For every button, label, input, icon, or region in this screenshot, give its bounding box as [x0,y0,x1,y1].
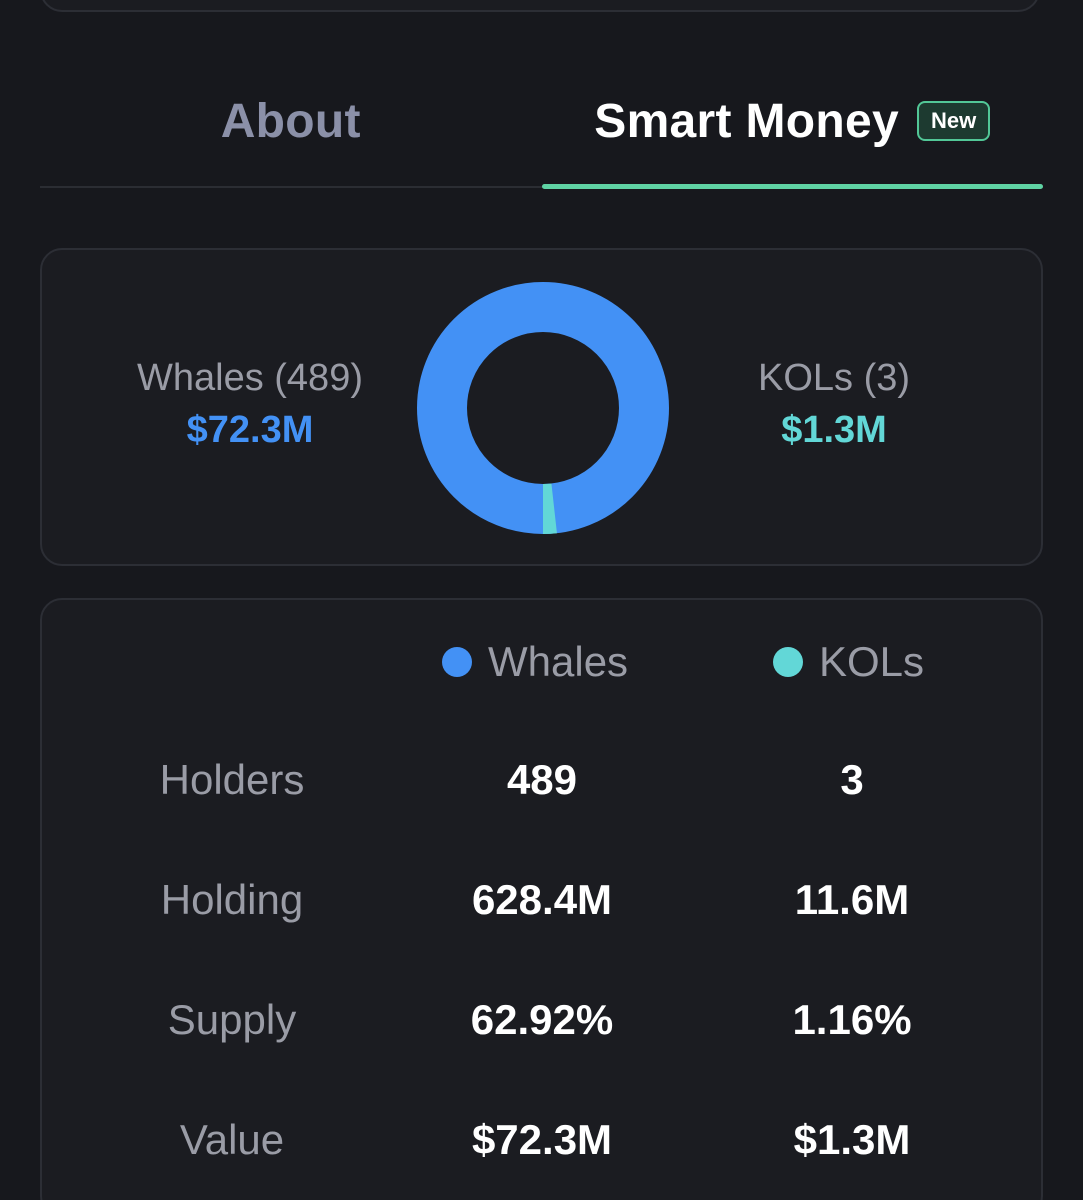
kols-summary: KOLs (3) $1.3M [674,354,994,458]
row-kols-value: 11.6M [794,876,910,923]
kols-summary-value: $1.3M [781,409,887,451]
row-kols-value: 3 [840,756,864,803]
comparison-table: Whales KOLs Holders 489 3 Holding 628.4M… [40,598,1043,1200]
row-label: Holding [160,876,304,923]
legend-kols-label: KOLs [819,638,925,685]
tab-about[interactable]: About [40,60,542,186]
row-kols-value: 1.16% [792,996,912,1043]
kols-summary-label: KOLs (3) [757,357,911,399]
donut-chart [417,282,669,534]
tab-bar: About Smart Money New [40,60,1044,189]
table-row-supply: Supply 62.92% 1.16% [42,990,1045,1050]
tab-about-label: About [220,94,361,148]
kols-dot-icon [773,647,803,677]
row-label: Supply [167,996,297,1043]
row-label: Holders [159,756,305,803]
row-whales-value: 489 [506,756,578,803]
donut-whales-segment [417,282,669,534]
legend-whales-label: Whales [488,638,629,685]
legend-kols: KOLs [773,638,924,686]
whales-dot-icon [442,647,472,677]
legend-whales: Whales [442,638,628,686]
whales-summary-value: $72.3M [186,409,314,451]
previous-card [40,0,1040,12]
table-row-value: Value $72.3M $1.3M [42,1110,1045,1170]
row-whales-value: $72.3M [471,1116,613,1163]
row-whales-value: 62.92% [470,996,614,1043]
distribution-card: Whales (489) $72.3M KOLs (3) $1.3M [40,248,1043,566]
donut-kols-segment [543,483,557,534]
row-whales-value: 628.4M [471,876,613,923]
row-label: Value [179,1116,285,1163]
whales-summary-label: Whales (489) [137,357,363,399]
tab-smart-money[interactable]: Smart Money New [541,60,1044,189]
table-row-holders: Holders 489 3 [42,750,1045,810]
table-row-holding: Holding 628.4M 11.6M [42,870,1045,930]
tab-smart-money-label: Smart Money [594,94,899,148]
new-badge: New [916,101,991,141]
whales-summary: Whales (489) $72.3M [90,354,410,458]
row-kols-value: $1.3M [793,1116,911,1163]
